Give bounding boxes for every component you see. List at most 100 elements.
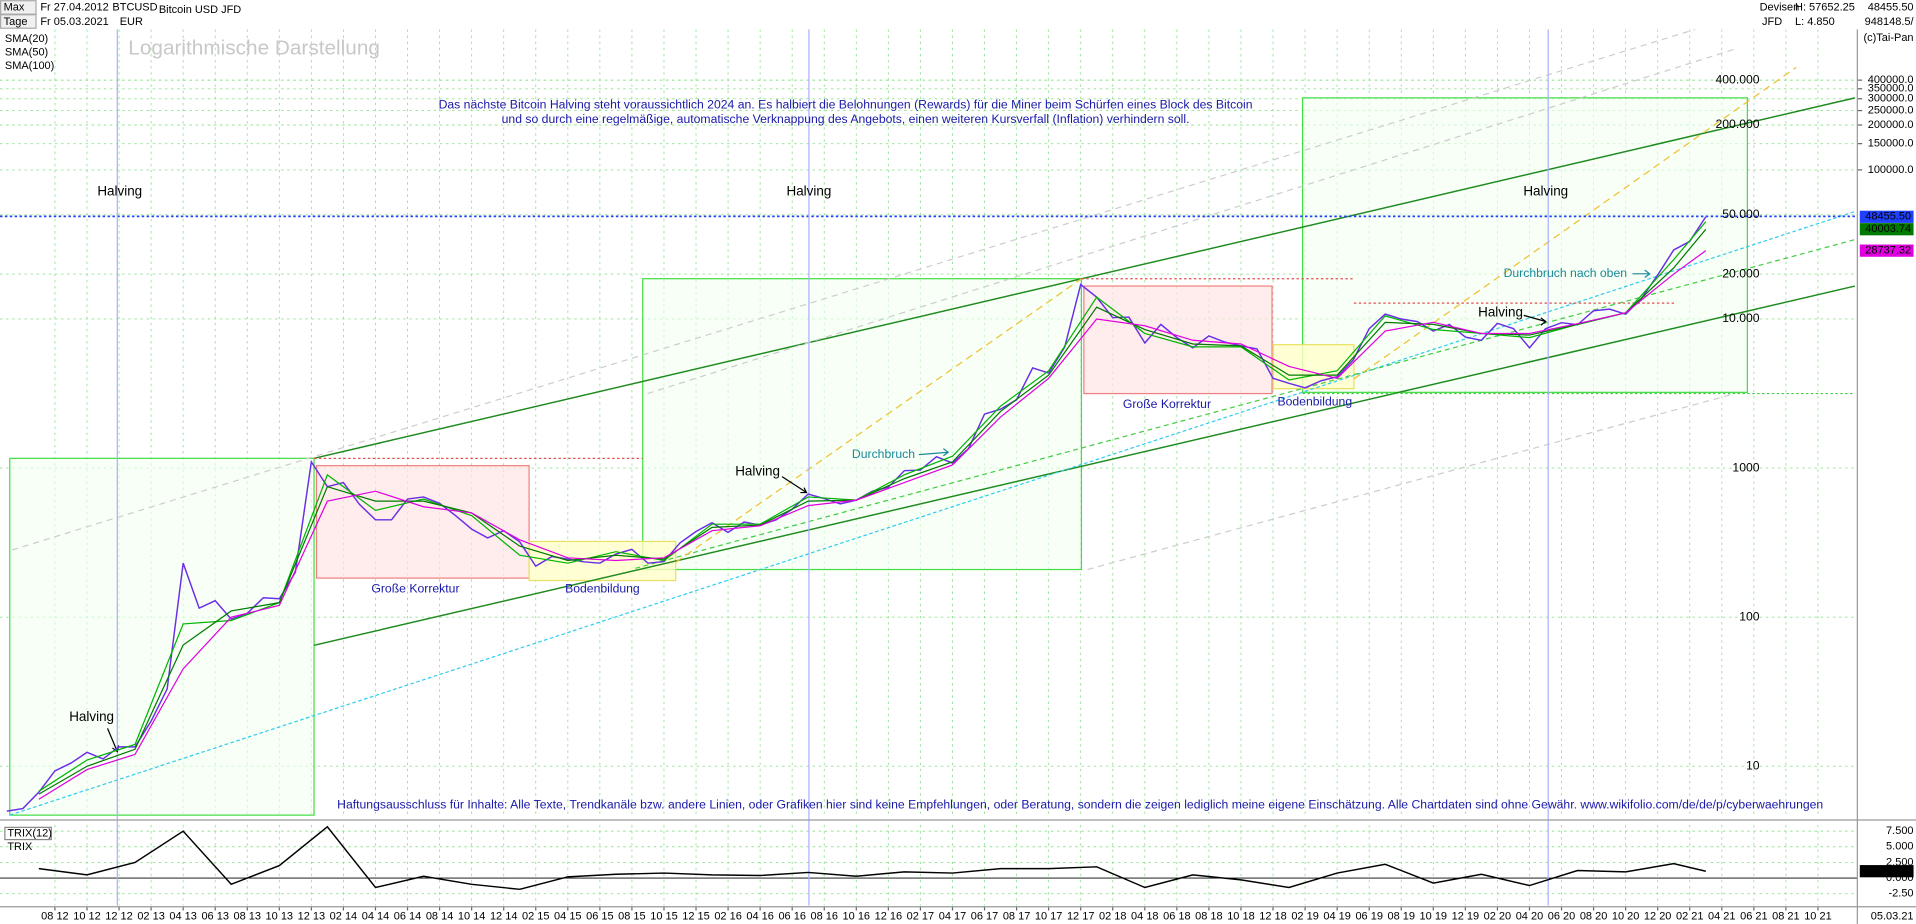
correction-box xyxy=(315,465,530,579)
y-tick-label: 150000.0 xyxy=(1868,138,1914,150)
x-tick-label: 06 18 xyxy=(1163,910,1191,922)
x-tick-label: 10 14 xyxy=(458,910,486,922)
channel-line xyxy=(313,97,1856,460)
x-tick-label: 10 13 xyxy=(266,910,294,922)
annotation: Durchbruch xyxy=(852,447,915,461)
indicator-name: TRIX xyxy=(7,841,33,853)
last-value-box xyxy=(1859,223,1914,236)
header-bg xyxy=(0,0,1916,30)
x-tick-label: 02 14 xyxy=(330,910,358,922)
x-tick-label: 10 12 xyxy=(73,910,101,922)
x-tick-label: 02 15 xyxy=(522,910,550,922)
x-tick-label: 12 12 xyxy=(105,910,132,922)
x-tick-label: 10 20 xyxy=(1612,910,1640,922)
annotation: Durchbruch nach oben xyxy=(1504,266,1627,280)
x-tick-label: 02 17 xyxy=(907,910,935,922)
x-tick-label: 12 17 xyxy=(1067,910,1095,922)
x-tick-label: 08 14 xyxy=(426,910,454,922)
x-tick-label: 12 13 xyxy=(298,910,326,922)
annotation: Halving xyxy=(97,183,142,198)
x-tick-label: 06 13 xyxy=(201,910,229,922)
low: L: 4.850 xyxy=(1795,16,1835,28)
x-tick-label: 04 15 xyxy=(554,910,582,922)
x-tick-label: 08 12 xyxy=(41,910,69,922)
y-tick-label: 10.000 xyxy=(1722,311,1760,325)
drawings xyxy=(0,0,1856,906)
x-tick-label: 06 16 xyxy=(778,910,806,922)
x-tick-label: 10 16 xyxy=(843,910,871,922)
arrow xyxy=(918,448,950,457)
arrow xyxy=(781,476,808,494)
series-line xyxy=(38,250,1707,800)
chart-title: Logarithmische Darstellung xyxy=(128,36,380,59)
x-tick-label: 06 20 xyxy=(1548,910,1576,922)
y-tick-label: 250000.0 xyxy=(1868,104,1914,116)
x-tick-label: 08 21 xyxy=(1772,910,1800,922)
from-date: Fr 27.04.2012 xyxy=(40,1,108,13)
x-tick-label: 12 16 xyxy=(875,910,903,922)
legend-entry: SMA(100) xyxy=(5,60,54,72)
x-tick-label: 04 21 xyxy=(1708,910,1736,922)
y-tick-label: 400.000 xyxy=(1715,72,1759,86)
legend-entry: SMA(50) xyxy=(5,47,48,59)
y-tick-label: 7.500 xyxy=(1886,825,1914,837)
annotation: Haftungsausschluss für Inhalte: Alle Tex… xyxy=(337,798,1823,812)
annotation: Große Korrektur xyxy=(371,581,459,595)
end-date: 05.03.21 xyxy=(1871,910,1914,922)
x-tick-label: 06 15 xyxy=(586,910,614,922)
copyright: (c)Tai-Pan xyxy=(1863,32,1913,44)
x-tick-label: 02 19 xyxy=(1291,910,1319,922)
range: Max xyxy=(4,1,25,13)
arrow xyxy=(1632,269,1651,278)
annotation: Bodenbildung xyxy=(1277,394,1352,408)
x-tick-label: 06 19 xyxy=(1355,910,1383,922)
arrow xyxy=(1523,314,1547,326)
period-select[interactable] xyxy=(0,14,37,29)
period: Tage xyxy=(4,16,28,28)
x-tick-label: 08 17 xyxy=(1003,910,1031,922)
cycle-box xyxy=(1301,97,1748,393)
last-value-label: 48455.50 xyxy=(1865,211,1911,223)
x-tick-label: 04 19 xyxy=(1323,910,1351,922)
x-tick-label: 06 21 xyxy=(1740,910,1768,922)
last-value-box xyxy=(1859,210,1914,223)
trend-line xyxy=(647,48,1736,395)
x-tick-label: 08 20 xyxy=(1580,910,1608,922)
last-value-box xyxy=(1859,244,1914,257)
x-tick-label: 04 20 xyxy=(1516,910,1544,922)
series-line xyxy=(38,825,1706,891)
x-tick-label: 10 21 xyxy=(1804,910,1832,922)
broker: JFD xyxy=(1762,16,1782,28)
trend-line xyxy=(1087,392,1736,571)
cycle-box xyxy=(642,278,1083,571)
x-tick-label: 08 19 xyxy=(1387,910,1415,922)
symbol: BTCUSD xyxy=(112,1,157,13)
annotation: Halving xyxy=(1478,304,1523,319)
x-tick-label: 02 13 xyxy=(137,910,165,922)
indicator-title: TRIX(12) xyxy=(7,827,52,839)
annotation: und so durch eine regelmäßige, automatis… xyxy=(502,112,1190,126)
y-tick-label: 20.000 xyxy=(1722,266,1760,280)
x-tick-label: 10 19 xyxy=(1420,910,1448,922)
to-date: Fr 05.03.2021 xyxy=(40,16,108,28)
x-tick-label: 10 17 xyxy=(1035,910,1063,922)
y-tick-label: 10 xyxy=(1746,758,1760,772)
x-tick-label: 12 18 xyxy=(1259,910,1287,922)
indicator-tag xyxy=(4,826,52,841)
marks-layer: 08 12 10 12 12 12 02 13 04 13 06 13 08 13 10 13… xyxy=(4,33,1914,922)
annotation: Halving xyxy=(69,709,114,724)
series-line xyxy=(38,228,1707,795)
annotation: Bodenbildung xyxy=(565,581,640,595)
x-tick-label: 12 14 xyxy=(490,910,517,922)
y-tick-label: 350000.0 xyxy=(1868,83,1914,95)
y-tick-label: 200.000 xyxy=(1715,117,1759,131)
instrument-name: Bitcoin USD JFD xyxy=(159,4,241,16)
market: Devisen xyxy=(1760,1,1800,13)
volume: 948148.5/ xyxy=(1865,16,1915,28)
x-tick-label: 02 21 xyxy=(1676,910,1704,922)
high: H: 57652.25 xyxy=(1795,1,1855,13)
x-tick-label: 06 14 xyxy=(394,910,422,922)
x-tick-label: 12 19 xyxy=(1452,910,1480,922)
